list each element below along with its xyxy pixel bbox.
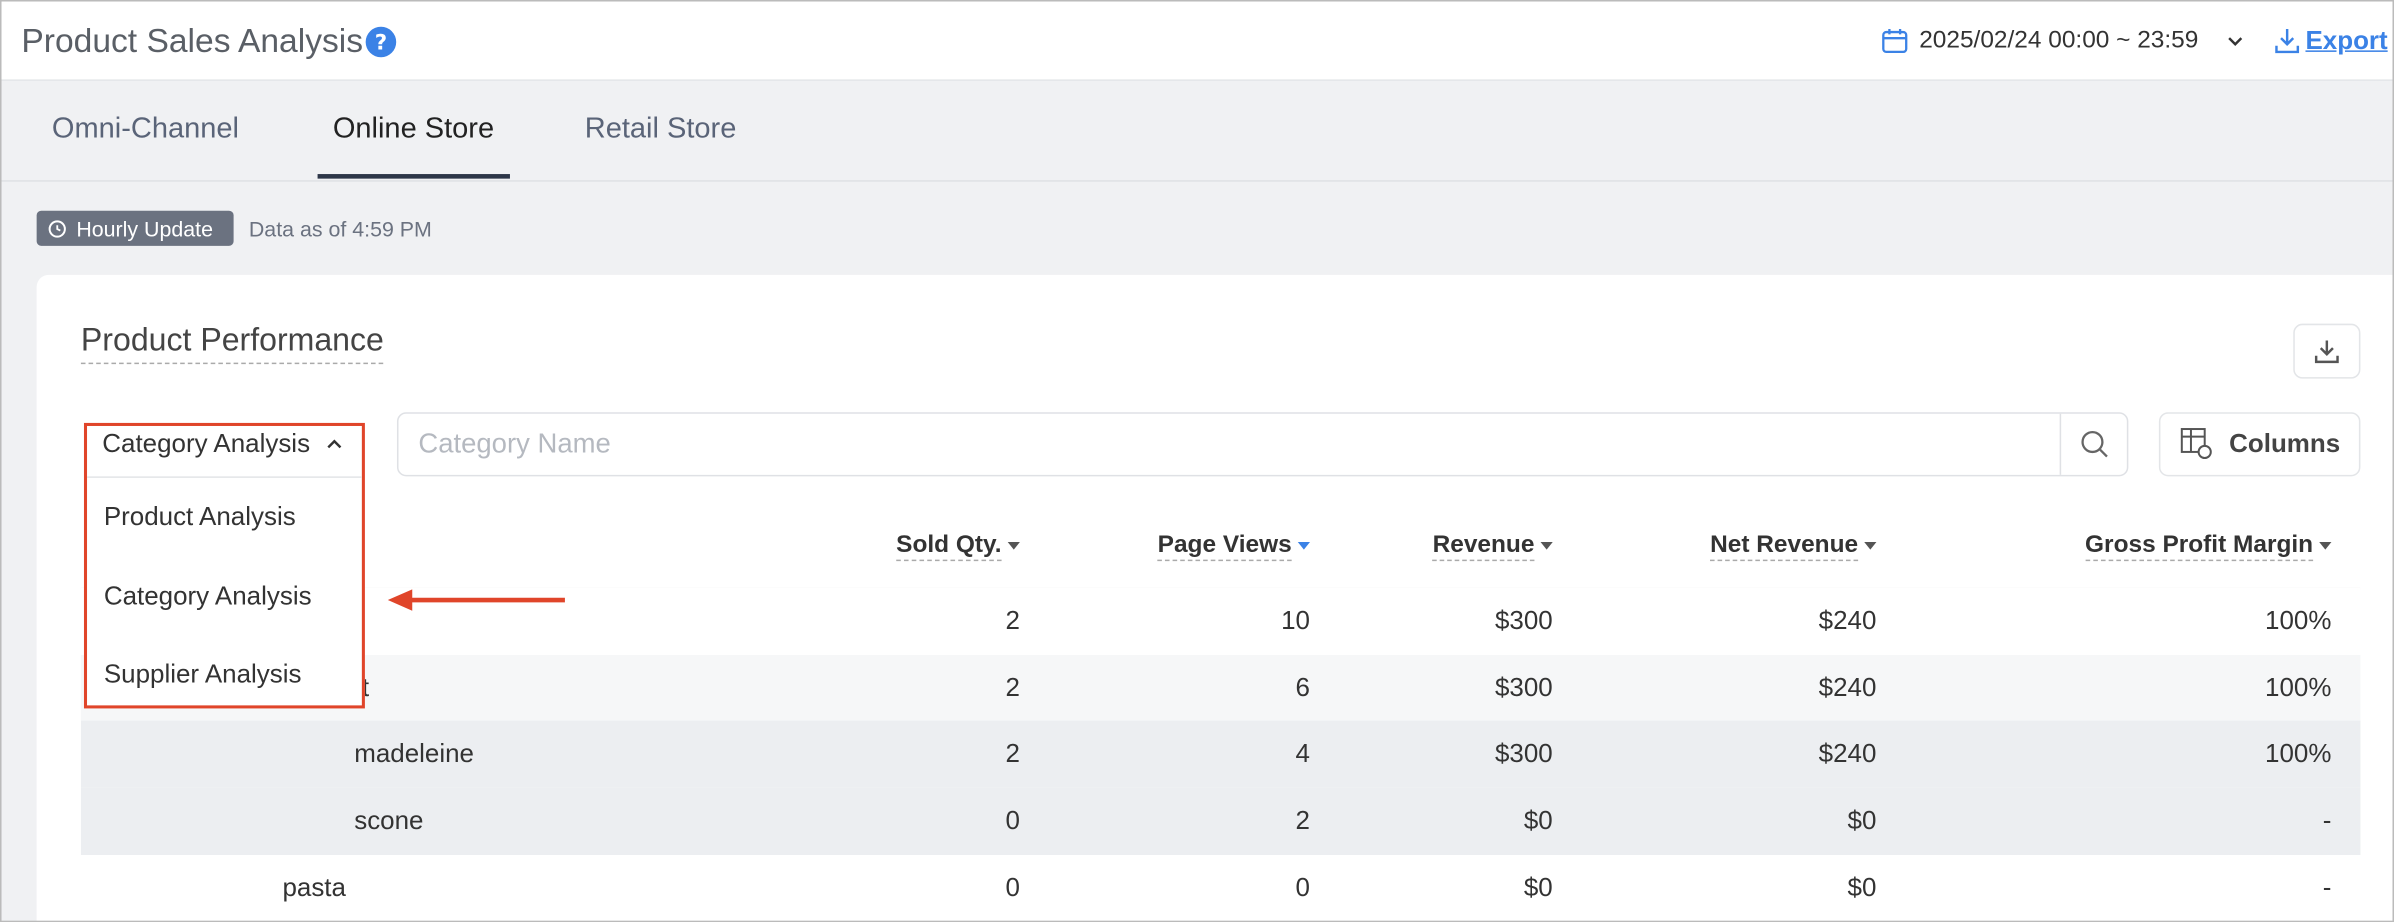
badge xyxy=(36,210,234,246)
columns-button[interactable] xyxy=(2158,412,2361,477)
tab[interactable]: Omni-Channel xyxy=(51,112,239,146)
cell: $300 xyxy=(1494,739,1553,769)
table-row xyxy=(80,654,2361,722)
search-input[interactable] xyxy=(396,412,2129,477)
cell: 10 xyxy=(1281,606,1310,636)
svg-text:?: ? xyxy=(375,31,387,56)
red-arrow xyxy=(387,589,565,611)
table-row xyxy=(80,854,2361,922)
dropdown-selected[interactable]: Category Analysis xyxy=(102,429,311,459)
column-header[interactable]: Gross Profit Margin xyxy=(2085,532,2314,562)
cell: 100% xyxy=(2265,672,2332,702)
column-header[interactable]: Sold Qty. xyxy=(896,532,1002,562)
cell: 2 xyxy=(1005,606,1020,636)
dropdown-divider xyxy=(87,476,362,478)
cell: - xyxy=(2322,806,2332,836)
export-icon xyxy=(2275,29,2300,54)
sort-caret xyxy=(1864,542,1877,550)
search-placeholder: Category Name xyxy=(418,428,611,459)
cell: $0 xyxy=(1847,873,1877,903)
export-link[interactable]: Export xyxy=(2305,25,2388,55)
chevron xyxy=(2228,37,2243,47)
search-divider xyxy=(2059,413,2062,475)
tab[interactable]: Online Store xyxy=(332,112,495,146)
row-label: pasta xyxy=(282,873,346,903)
cell: $0 xyxy=(1847,806,1877,836)
tab-underline xyxy=(317,174,510,179)
row-label: madeleine xyxy=(354,739,474,769)
dropdown-option[interactable]: Category Analysis xyxy=(103,581,312,611)
download-icon xyxy=(2314,340,2339,364)
cell: 0 xyxy=(1005,873,1020,903)
cell: 100% xyxy=(2265,606,2332,636)
table-row xyxy=(80,787,2361,856)
sort-caret xyxy=(1540,542,1553,550)
cell: 4 xyxy=(1295,739,1310,769)
page-title: Product Sales Analysis xyxy=(21,21,364,60)
cell: 0 xyxy=(1005,806,1020,836)
header xyxy=(0,0,2394,81)
cell: $240 xyxy=(1818,672,1877,702)
date-range[interactable]: 2025/02/24 00:00 ~ 23:59 xyxy=(1919,27,2199,54)
dropdown-chevron xyxy=(327,439,342,449)
cell: 0 xyxy=(1295,873,1310,903)
columns-label: Columns xyxy=(2229,429,2341,459)
tab[interactable]: Retail Store xyxy=(584,112,737,146)
badge-text: Hourly Update xyxy=(76,216,213,242)
cell: $240 xyxy=(1818,739,1877,769)
sort-caret xyxy=(2319,542,2332,550)
cell: $0 xyxy=(1523,873,1553,903)
row-label: scone xyxy=(354,806,424,836)
column-header[interactable]: Revenue xyxy=(1432,532,1535,562)
cell: - xyxy=(2322,873,2332,903)
clock-icon xyxy=(48,220,66,238)
download-button[interactable] xyxy=(2293,323,2361,379)
cell: $300 xyxy=(1494,606,1553,636)
dropdown[interactable] xyxy=(83,422,365,709)
table-row xyxy=(80,721,2361,789)
section-title: Product Performance xyxy=(80,323,384,365)
column-header[interactable]: Net Revenue xyxy=(1710,532,1859,562)
cell: 2 xyxy=(1005,672,1020,702)
calendar-icon xyxy=(1882,29,1908,54)
cell: $240 xyxy=(1818,606,1877,636)
cell: 2 xyxy=(1005,739,1020,769)
dropdown-option[interactable]: Product Analysis xyxy=(103,502,296,532)
cell: $300 xyxy=(1494,672,1553,702)
sort-caret xyxy=(1297,542,1310,550)
help-icon[interactable]: ? xyxy=(365,26,397,58)
dropdown-option[interactable]: Supplier Analysis xyxy=(103,659,302,689)
cell: 100% xyxy=(2265,739,2332,769)
row-label: t xyxy=(361,672,370,702)
columns-icon xyxy=(2180,428,2212,460)
cell: 6 xyxy=(1295,672,1310,702)
cell: $0 xyxy=(1523,806,1553,836)
cell: 2 xyxy=(1295,806,1310,836)
search-icon[interactable] xyxy=(2080,429,2111,460)
tabs-divider xyxy=(0,180,2394,182)
data-note: Data as of 4:59 PM xyxy=(248,216,432,242)
column-header[interactable]: Page Views xyxy=(1157,532,1292,562)
sort-caret xyxy=(1007,542,1020,550)
